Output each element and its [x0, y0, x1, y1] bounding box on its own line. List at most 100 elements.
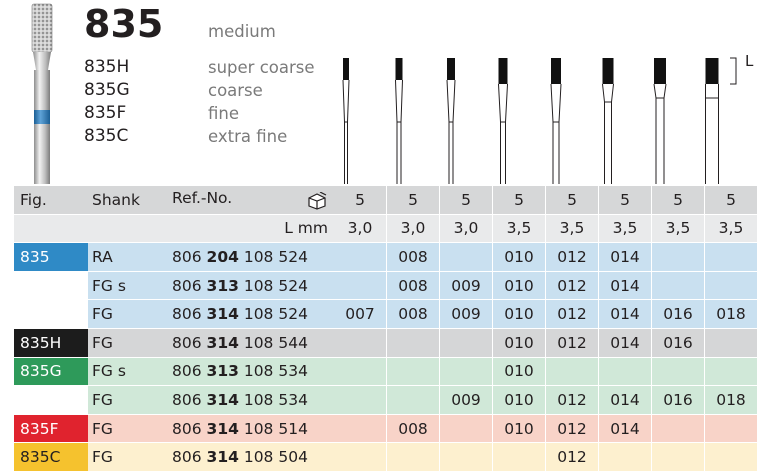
size-cell [439, 357, 492, 387]
size-cell: 014 [598, 414, 651, 444]
size-cell: 010 [492, 271, 545, 301]
table-row: 835C FG 806 314 108 504 012 [14, 443, 757, 472]
size-cell [704, 443, 757, 472]
ref-cell: 806 313 108 524 [168, 271, 334, 301]
variant-grade: fine [208, 104, 240, 123]
header-fig: Fig. [14, 186, 88, 215]
variant-code: 835H [84, 57, 130, 77]
header-shank: Shank [88, 186, 168, 215]
ref-part: 806 [172, 276, 202, 295]
size-cell: 009 [439, 386, 492, 415]
size-cell [334, 414, 386, 444]
size-cell: 010 [492, 357, 545, 387]
length-label: L [745, 52, 754, 70]
bur-outline-8 [705, 58, 719, 184]
size-cell [386, 386, 439, 415]
size-cell: 014 [598, 271, 651, 301]
fig-cell: 835G [14, 357, 88, 387]
variant-code: 835C [84, 126, 129, 146]
ref-part: 314 [206, 305, 239, 324]
bur-outline-2 [395, 58, 403, 184]
pack-size: 5 [651, 186, 704, 215]
shank-cell: FG [88, 443, 168, 472]
size-cell [334, 243, 386, 272]
bur-outline-4 [498, 58, 508, 184]
size-cell: 016 [651, 300, 704, 329]
size-cell [334, 443, 386, 472]
length-value: 3,0 [386, 214, 439, 244]
size-cell: 010 [492, 386, 545, 415]
length-value: 3,5 [492, 214, 545, 244]
size-cell [545, 357, 598, 387]
ref-part: 204 [206, 247, 239, 266]
ref-cell: 806 314 108 544 [168, 328, 334, 358]
size-cell [386, 443, 439, 472]
ref-cell: 806 314 108 534 [168, 386, 334, 415]
ref-part: 806 [172, 390, 202, 409]
size-cell: 014 [598, 386, 651, 415]
ref-part: 108 514 [243, 419, 308, 438]
ref-part: 108 524 [243, 247, 308, 266]
size-cell [439, 443, 492, 472]
ref-part: 108 534 [243, 362, 308, 381]
size-cell [386, 328, 439, 358]
size-cell [334, 386, 386, 415]
bur-outline-3 [446, 58, 456, 184]
variant-grade: extra fine [208, 127, 288, 146]
ref-cell: 806 314 108 514 [168, 414, 334, 444]
header-ref-label: Ref.-No. [172, 189, 233, 208]
length-value: 3,5 [545, 214, 598, 244]
ref-part: 806 [172, 247, 202, 266]
shank-cell: FG [88, 300, 168, 329]
ref-part: 108 504 [243, 448, 308, 467]
size-cell: 010 [492, 414, 545, 444]
pack-size: 5 [598, 186, 651, 215]
table-row: 835G FG s 806 313 108 534 010 [14, 357, 757, 387]
length-value: 3,5 [704, 214, 757, 244]
ref-part: 314 [206, 448, 239, 467]
size-cell: 008 [386, 414, 439, 444]
bur-outline-6 [602, 58, 614, 184]
fig-cell [14, 386, 88, 415]
fig-cell: 835 [14, 243, 88, 272]
size-cell [651, 357, 704, 387]
shank-cell: FG s [88, 271, 168, 301]
fig-cell [14, 271, 88, 301]
pack-size: 5 [545, 186, 598, 215]
ref-part: 313 [206, 362, 239, 381]
table-header-row: Fig. Shank Ref.-No. 5 5 5 5 5 5 5 5 [14, 186, 757, 215]
size-cell: 018 [704, 386, 757, 415]
spec-table: Fig. Shank Ref.-No. 5 5 5 5 5 5 5 5 L mm [14, 186, 757, 472]
ref-cell: 806 314 108 524 [168, 300, 334, 329]
bur-outline-7 [653, 58, 667, 184]
size-cell [704, 243, 757, 272]
size-cell: 016 [651, 386, 704, 415]
size-cell [439, 414, 492, 444]
size-cell [439, 243, 492, 272]
size-cell: 012 [545, 443, 598, 472]
size-cell [598, 443, 651, 472]
length-value: 3,0 [439, 214, 492, 244]
ref-cell: 806 314 108 504 [168, 443, 334, 472]
size-cell: 008 [386, 300, 439, 329]
size-cell: 012 [545, 328, 598, 358]
size-cell [492, 443, 545, 472]
bur-outline-1 [342, 58, 350, 184]
table-row: 835 RA 806 204 108 524 008 010 012 014 [14, 243, 757, 272]
ref-part: 108 524 [243, 305, 308, 324]
size-cell: 012 [545, 243, 598, 272]
size-cell: 010 [492, 300, 545, 329]
size-cell [598, 357, 651, 387]
pack-size: 5 [334, 186, 386, 215]
pack-size: 5 [386, 186, 439, 215]
size-cell [334, 357, 386, 387]
ref-part: 108 524 [243, 276, 308, 295]
size-cell: 018 [704, 300, 757, 329]
length-value: 3,5 [598, 214, 651, 244]
bur-photo [31, 3, 53, 184]
variant-code: 835F [84, 103, 127, 123]
fig-cell [14, 300, 88, 329]
size-cell [334, 328, 386, 358]
size-cell [439, 328, 492, 358]
variant-code: 835G [84, 80, 130, 100]
